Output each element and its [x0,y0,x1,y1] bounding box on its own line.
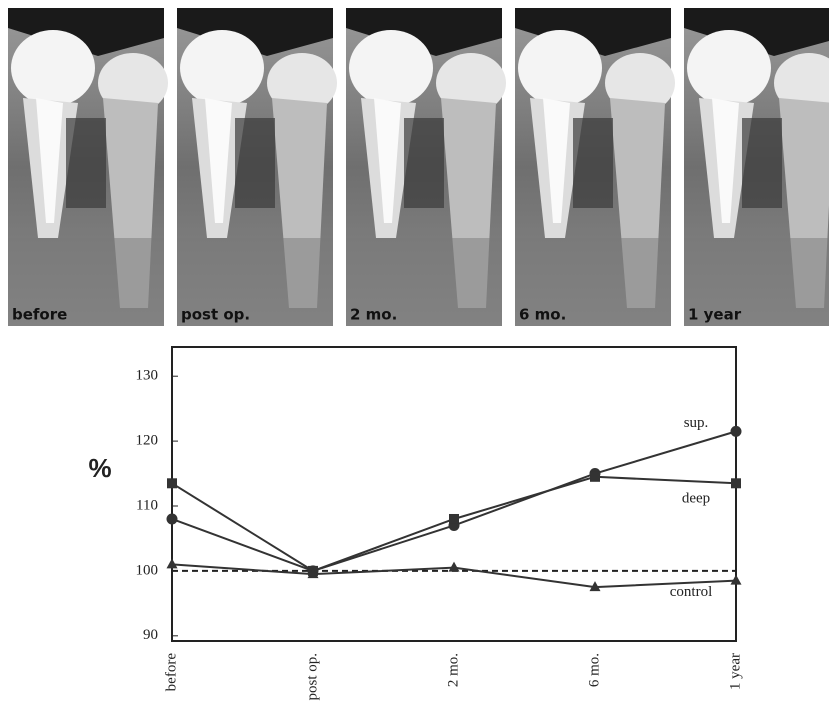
marker [449,514,459,524]
radiograph [8,8,168,326]
marker [167,478,177,488]
series-label: sup. [684,415,709,431]
marker [731,478,741,488]
plot-frame [172,347,736,641]
panel-label: before [12,306,67,324]
x-tick-label: 1 year [727,653,743,690]
panel-label: 2 mo. [350,306,397,324]
marker [590,472,600,482]
series-line [172,431,736,571]
y-tick-label: 130 [136,368,159,384]
y-tick-label: 110 [136,497,158,513]
y-tick-label: 90 [143,627,158,643]
panel-label: post op. [181,306,250,324]
marker [167,513,178,524]
radiograph [177,8,337,326]
x-tick-label: before [163,653,179,692]
panel-label: 1 year [688,306,742,324]
radiographs: before post op. 2 mo. 6 mo. 1 year [8,8,829,326]
panel-label: 6 mo. [519,306,566,324]
y-axis-label: % [88,453,111,483]
marker [449,562,460,572]
series-label: control [670,584,713,600]
x-tick-label: post op. [304,653,320,701]
radiograph [515,8,675,326]
series-label: deep [682,491,710,507]
marker [731,426,742,437]
x-tick-label: 6 mo. [586,653,602,687]
radiograph [346,8,506,326]
y-tick-label: 120 [136,433,159,449]
marker [167,558,178,568]
figure: before post op. 2 mo. 6 mo. 1 year % 90 1… [0,0,829,713]
y-tick-label: 100 [136,562,159,578]
x-tick-label: 2 mo. [445,653,461,687]
radiograph [684,8,829,326]
marker [731,575,742,585]
